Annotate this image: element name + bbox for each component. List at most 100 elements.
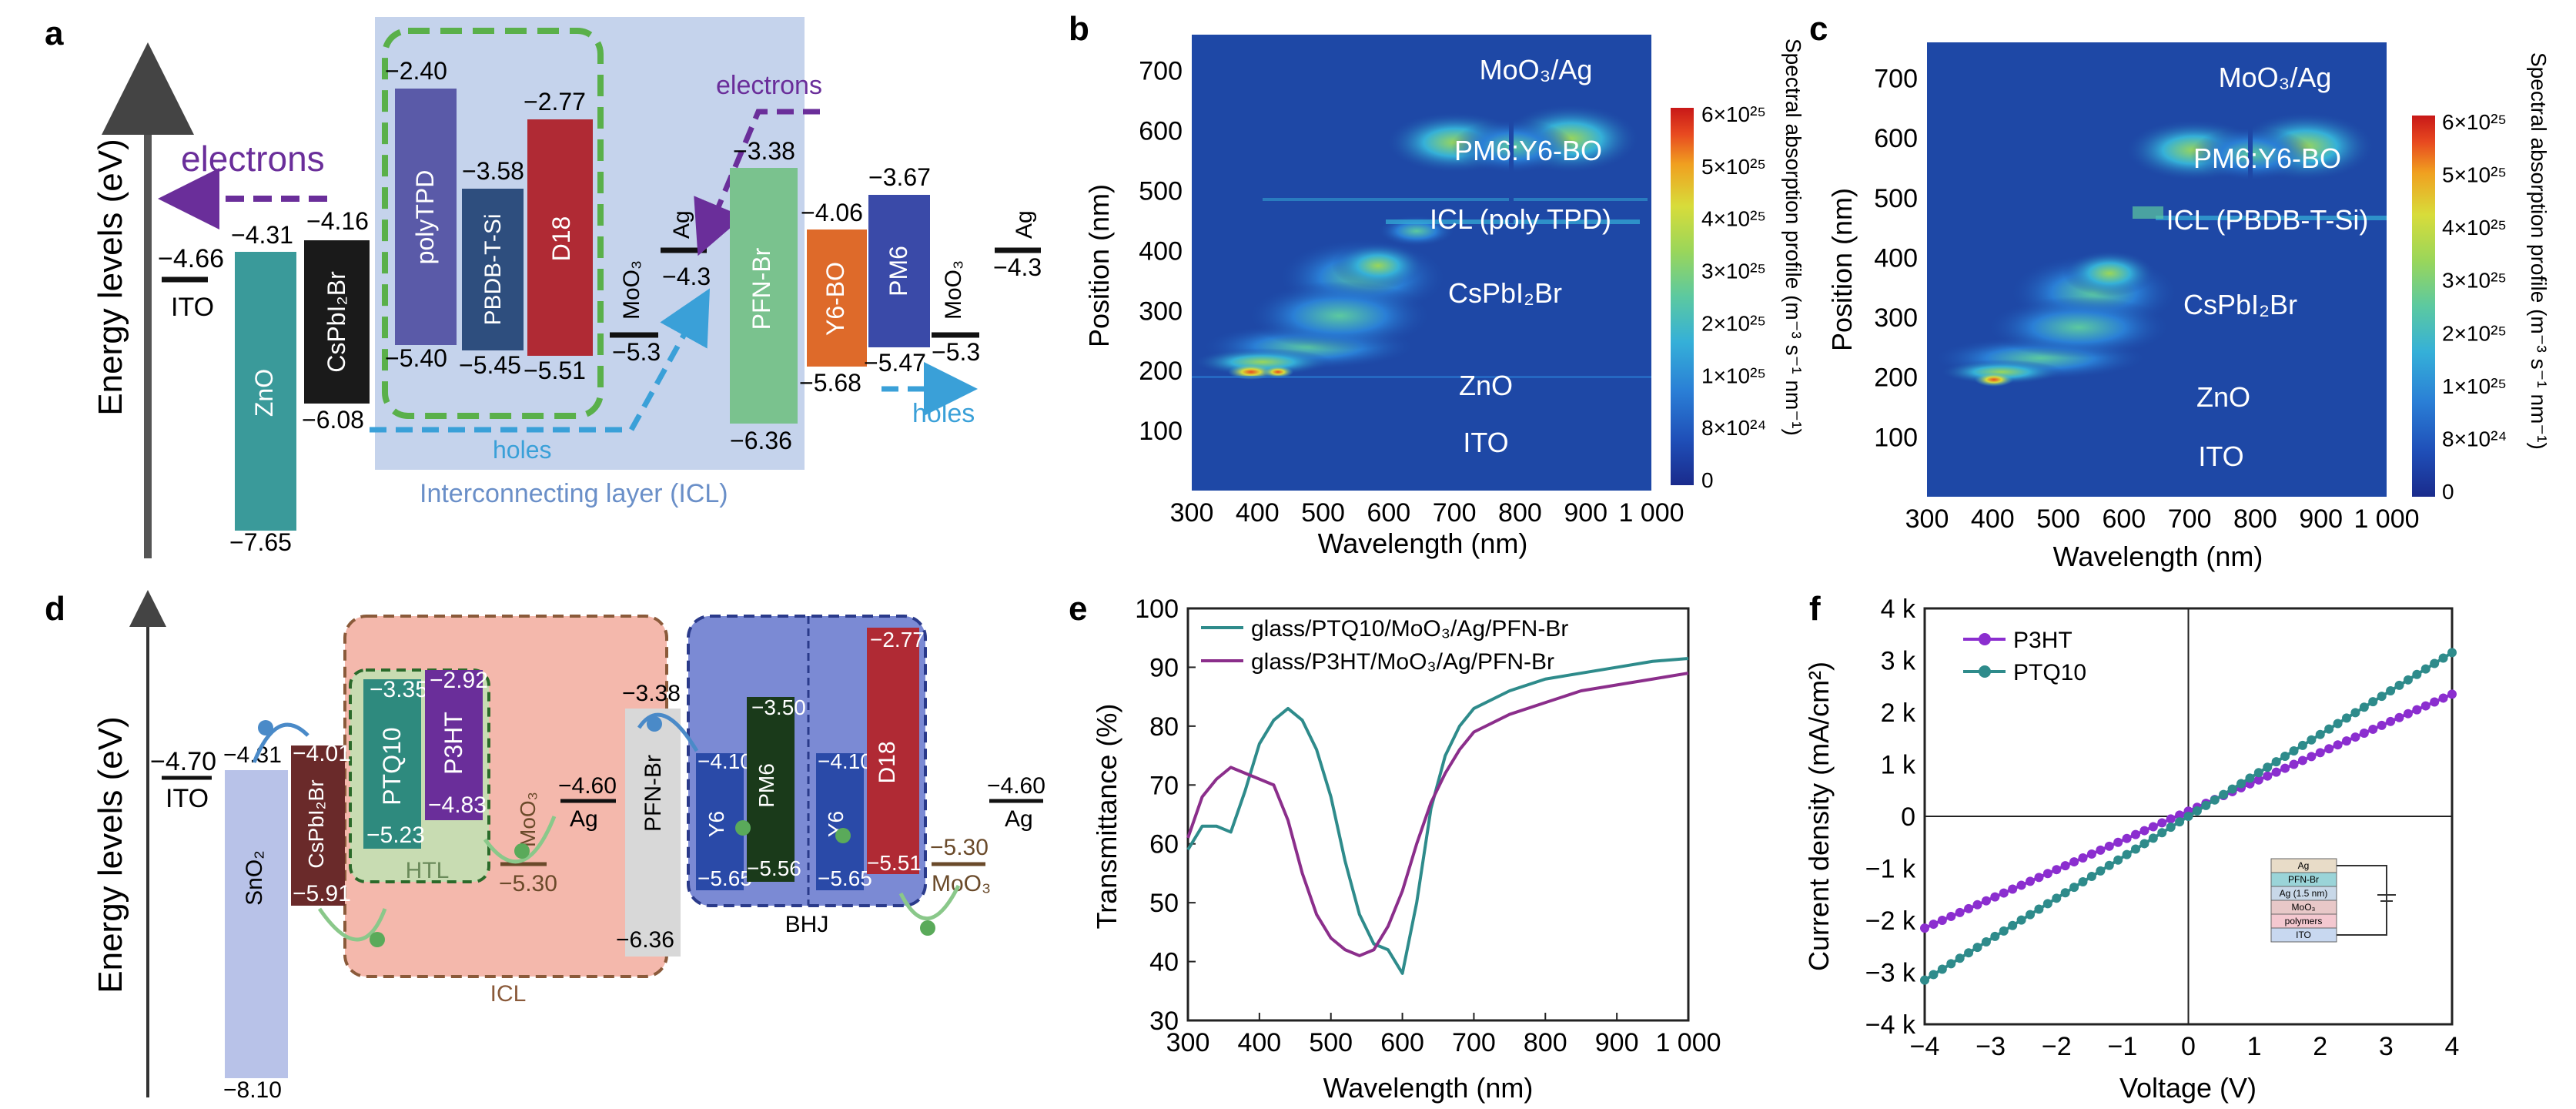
f-series-0-point-2 <box>1937 916 1947 925</box>
e-xtick-6: 900 <box>1595 1028 1639 1057</box>
b-ytick-4: 500 <box>1139 177 1183 206</box>
b-ytick-3: 400 <box>1139 236 1183 266</box>
b-ytick-6: 700 <box>1139 57 1183 86</box>
panel-d: d Energy levels (eV) HTL ICL BHJ −4.70 I… <box>45 590 1045 1103</box>
polytpd-label: polyTPD <box>411 170 439 265</box>
pfn-bottom-d: −6.36 <box>616 927 674 953</box>
f-xtick-0: −4 <box>1910 1032 1940 1061</box>
e-xtick-5: 800 <box>1524 1028 1567 1057</box>
f-series-1-point-43 <box>2297 740 2307 750</box>
f-series-0-point-28 <box>2166 814 2176 824</box>
f-series-0-point-3 <box>1946 911 1956 921</box>
e-ytick-4: 70 <box>1149 771 1179 800</box>
f-series-0-point-39 <box>2263 771 2273 781</box>
b-xtick-4: 700 <box>1433 498 1477 528</box>
y6bo-top: −4.06 <box>801 199 863 226</box>
cspbi-bar-a <box>304 240 370 404</box>
f-series-1-point-58 <box>2430 658 2440 668</box>
electrons-left-label: electrons <box>181 139 325 179</box>
icl-caption: Interconnecting layer (ICL) <box>420 479 728 508</box>
c-xtick-0: 300 <box>1905 504 1949 534</box>
pfn-bottom-a: −6.36 <box>730 427 792 454</box>
hole-transfer-arrow-1 <box>317 907 387 942</box>
f-series-0-point-22 <box>2113 837 2123 847</box>
panel-label-a: a <box>45 15 64 52</box>
f-series-1-point-20 <box>2096 866 2106 876</box>
f-series-1-point-37 <box>2245 773 2255 783</box>
f-series-0-point-43 <box>2297 756 2307 766</box>
e-series-line-0 <box>1186 656 1689 975</box>
bhj-label: BHJ <box>785 912 829 937</box>
zno-bottom: −7.65 <box>229 528 292 556</box>
y6b-bar <box>816 753 864 890</box>
f-xtick-1: −3 <box>1975 1032 2006 1061</box>
y6bo-bar <box>807 230 867 367</box>
d18-bottom-d: −5.51 <box>867 851 922 875</box>
f-series-1-point-52 <box>2377 692 2387 702</box>
c-xtick-3: 600 <box>2102 504 2146 534</box>
f-ytick-7: 3 k <box>1881 647 1916 676</box>
moo3-label-a2: MoO₃ <box>941 260 966 320</box>
e-ytick-1: 40 <box>1149 948 1179 977</box>
f-series-1-point-5 <box>1964 948 1974 958</box>
f-series-0-point-57 <box>2420 701 2430 711</box>
sno2-bottom: −8.10 <box>223 1077 282 1103</box>
y6b-bottom: −5.65 <box>818 866 872 890</box>
ag-value-d1: −4.60 <box>558 773 617 799</box>
ylabel-b: Position (nm) <box>1083 184 1115 347</box>
f-series-1-point-33 <box>2210 795 2220 805</box>
inset-layer-0: Ag <box>2298 860 2310 871</box>
hole-transfer-arrow-2 <box>483 816 557 864</box>
heatmap-b-features <box>1192 100 1651 380</box>
f-series-1-point-22 <box>2113 855 2123 865</box>
moo3-value-d1: −5.30 <box>499 871 557 896</box>
c-cbar-tick-2: 4×10²⁵ <box>2442 216 2507 240</box>
b-cbar-tick-4: 2×10²⁵ <box>1701 311 1766 335</box>
f-series-0-point-12 <box>2026 876 2035 886</box>
hole-dot-3 <box>735 820 751 836</box>
e-xtick-0: 300 <box>1166 1028 1210 1057</box>
y6b-top: −4.10 <box>818 749 872 773</box>
cspbi-bar-d <box>291 745 345 906</box>
hole-dot-5 <box>920 920 935 936</box>
series-e <box>1186 656 1689 975</box>
layer-b-0: MoO₃/Ag <box>1480 54 1593 85</box>
axis-label-d: Energy levels (eV) <box>92 716 129 993</box>
f-series-0-point-14 <box>2042 869 2052 879</box>
f-series-1-point-55 <box>2403 675 2413 685</box>
f-series-1-point-26 <box>2148 833 2158 843</box>
f-xtick-7: 3 <box>2379 1032 2394 1061</box>
c-cbar-tick-5: 1×10²⁵ <box>2442 374 2507 398</box>
c-xtick-1: 400 <box>1971 504 2015 534</box>
y6bo-bottom: −5.68 <box>799 369 861 397</box>
panel-c: c MoO₃/Ag PM6:Y6-BO ICL (PBDB-T-Si) CsPb… <box>1809 10 2551 572</box>
f-series-1-point-57 <box>2420 664 2430 674</box>
f-series-1-point-21 <box>2104 860 2114 870</box>
layer-c-5: ITO <box>2198 441 2243 472</box>
f-series-1-point-32 <box>2201 800 2211 810</box>
f-series-0-point-5 <box>1964 903 1974 913</box>
panel-label-f: f <box>1809 590 1821 628</box>
zno-top: −4.31 <box>231 221 293 249</box>
f-series-0-point-49 <box>2350 732 2360 742</box>
ito-label-d: ITO <box>166 784 209 813</box>
b-cbar-tick-1: 5×10²⁵ <box>1701 155 1766 179</box>
pfn-bar-a <box>730 168 798 424</box>
pbdb-bottom: −5.45 <box>459 351 521 379</box>
f-series-1-point-53 <box>2386 685 2396 695</box>
f-series-0-point-16 <box>2060 861 2070 871</box>
panel-label-b: b <box>1069 10 1089 48</box>
colorbar-ticks-b: 6×10²⁵ 5×10²⁵ 4×10²⁵ 3×10²⁵ 2×10²⁵ 1×10²⁵ 8×10… <box>1701 102 1766 492</box>
f-series-1-point-30 <box>2183 812 2193 821</box>
f-series-0-point-25 <box>2139 826 2149 836</box>
legend-f-text-0: P3HT <box>2013 628 2073 653</box>
cspbi-label-a: CsPbI₂Br <box>323 271 350 373</box>
layer-b-2: ICL (poly TPD) <box>1430 203 1611 235</box>
legend-e-text-0: glass/PTQ10/MoO₃/Ag/PFN-Br <box>1251 616 1568 642</box>
d18-label-d: D18 <box>875 741 900 783</box>
f-xtick-6: 2 <box>2313 1032 2327 1061</box>
c-cbar-tick-1: 5×10²⁵ <box>2442 163 2507 187</box>
f-series-1-point-19 <box>2086 871 2096 881</box>
holes-right-label: holes <box>912 399 975 428</box>
